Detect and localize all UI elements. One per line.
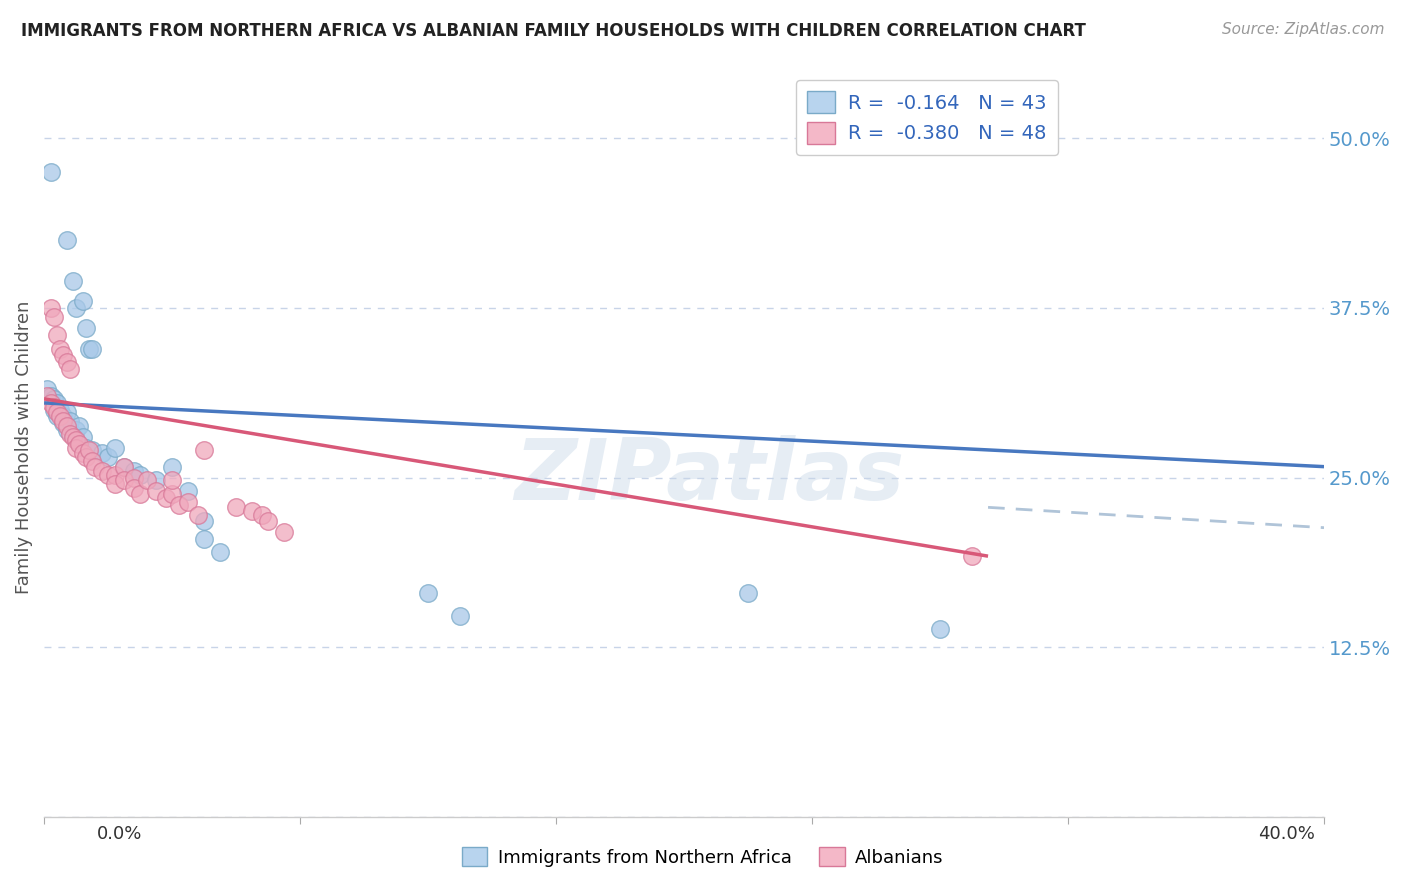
Point	[55, 405, 77, 419]
Point	[49, 409, 72, 424]
Legend: R =  -0.164   N = 43, R =  -0.380   N = 48: R = -0.164 N = 43, R = -0.380 N = 48	[796, 79, 1059, 155]
Point	[39, 389, 62, 403]
Point	[225, 500, 247, 515]
Point	[55, 355, 77, 369]
Text: 0.0%: 0.0%	[97, 825, 142, 843]
Point	[49, 342, 72, 356]
Point	[177, 495, 200, 509]
Point	[449, 608, 471, 623]
Point	[129, 467, 152, 482]
Point	[122, 481, 145, 495]
Point	[52, 417, 75, 431]
Point	[59, 427, 82, 442]
Point	[55, 419, 77, 434]
Point	[72, 430, 94, 444]
Point	[416, 586, 439, 600]
Point	[62, 430, 84, 444]
Point	[112, 459, 135, 474]
Point	[82, 454, 104, 468]
Point	[39, 301, 62, 315]
Point	[82, 342, 104, 356]
Point	[52, 409, 75, 424]
Point	[42, 310, 65, 325]
Point	[65, 423, 87, 437]
Point	[103, 441, 125, 455]
Point	[129, 487, 152, 501]
Point	[72, 294, 94, 309]
Point	[67, 419, 90, 434]
Point	[55, 423, 77, 437]
Point	[112, 473, 135, 487]
Point	[65, 441, 87, 455]
Point	[82, 443, 104, 458]
Point	[77, 443, 100, 458]
Point	[103, 477, 125, 491]
Point	[145, 484, 167, 499]
Point	[65, 433, 87, 447]
Point	[72, 446, 94, 460]
Point	[122, 464, 145, 478]
Point	[167, 498, 190, 512]
Point	[67, 436, 90, 450]
Point	[155, 491, 177, 505]
Point	[257, 514, 280, 528]
Text: IMMIGRANTS FROM NORTHERN AFRICA VS ALBANIAN FAMILY HOUSEHOLDS WITH CHILDREN CORR: IMMIGRANTS FROM NORTHERN AFRICA VS ALBAN…	[21, 22, 1085, 40]
Point	[929, 623, 952, 637]
Point	[65, 301, 87, 315]
Point	[90, 464, 112, 478]
Point	[160, 487, 183, 501]
Point	[103, 467, 125, 482]
Point	[45, 396, 67, 410]
Point	[135, 473, 157, 487]
Point	[62, 274, 84, 288]
Point	[42, 400, 65, 414]
Point	[52, 413, 75, 427]
Point	[42, 402, 65, 417]
Point	[90, 446, 112, 460]
Point	[960, 549, 983, 563]
Legend: Immigrants from Northern Africa, Albanians: Immigrants from Northern Africa, Albania…	[456, 840, 950, 874]
Point	[160, 459, 183, 474]
Point	[193, 443, 215, 458]
Point	[39, 396, 62, 410]
Point	[37, 389, 59, 403]
Text: 40.0%: 40.0%	[1258, 825, 1315, 843]
Point	[160, 473, 183, 487]
Point	[122, 470, 145, 484]
Point	[97, 450, 120, 465]
Text: Source: ZipAtlas.com: Source: ZipAtlas.com	[1222, 22, 1385, 37]
Point	[145, 473, 167, 487]
Point	[187, 508, 209, 523]
Y-axis label: Family Households with Children: Family Households with Children	[15, 301, 32, 594]
Point	[65, 433, 87, 447]
Point	[75, 450, 97, 465]
Point	[193, 514, 215, 528]
Point	[45, 405, 67, 419]
Point	[112, 459, 135, 474]
Point	[42, 392, 65, 406]
Point	[45, 328, 67, 343]
Point	[737, 586, 759, 600]
Point	[75, 441, 97, 455]
Point	[62, 427, 84, 442]
Point	[273, 524, 295, 539]
Point	[75, 321, 97, 335]
Point	[209, 545, 232, 559]
Point	[193, 532, 215, 546]
Point	[59, 413, 82, 427]
Text: ZIPatlas: ZIPatlas	[515, 435, 905, 518]
Point	[59, 362, 82, 376]
Point	[177, 484, 200, 499]
Point	[97, 467, 120, 482]
Point	[37, 382, 59, 396]
Point	[84, 459, 107, 474]
Point	[240, 504, 263, 518]
Point	[39, 165, 62, 179]
Point	[55, 233, 77, 247]
Point	[77, 342, 100, 356]
Point	[45, 409, 67, 424]
Point	[49, 402, 72, 417]
Point	[250, 508, 273, 523]
Point	[52, 348, 75, 362]
